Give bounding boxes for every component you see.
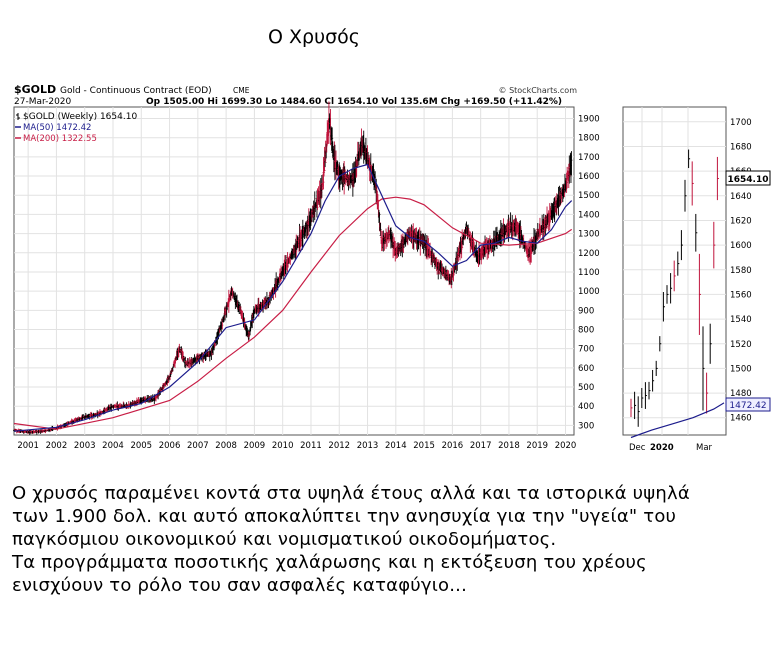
inset-ma50-line — [630, 402, 725, 439]
y-tick-label: 1400 — [578, 210, 600, 220]
inset-y-axis: 1460 1480 1500 1520 1540 1560 1580 1600 1620 1640… — [730, 118, 752, 424]
inset-y-tick-label: 1620 — [730, 216, 752, 226]
commentary-paragraph: Ο χρυσός παραμένει κοντά στα υψηλά έτους… — [12, 482, 772, 597]
inset-y-tick-label: 1680 — [730, 142, 752, 152]
chart-legend: $GOLD (Weekly) 1654.10 MA(50) 1472.42 MA… — [15, 112, 137, 144]
y-tick-label: 1800 — [578, 134, 600, 144]
x-tick-label: 2018 — [498, 441, 520, 451]
x-tick-label: 2003 — [74, 441, 96, 451]
chart-ohlc: Op 1505.00 Hi 1699.30 Lo 1484.60 Cl 1654… — [146, 97, 562, 107]
inset-xtick-mar: Mar — [696, 443, 713, 453]
inset-xtick-2020: 2020 — [650, 443, 674, 453]
main-y-axis: 300 400 500 600 700 800 900 1000 1100 1200 1300 140… — [578, 115, 600, 432]
paragraph-line: ενισχύουν το ρόλο του σαν ασφαλές καταφύ… — [12, 575, 467, 596]
x-tick-label: 2019 — [526, 441, 548, 451]
paragraph-line: Τα προγράμματα ποσοτικής χαλάρωσης και η… — [12, 552, 647, 573]
chart-date: 27-Mar-2020 — [14, 97, 72, 107]
x-tick-label: 2011 — [300, 441, 322, 451]
price-bars — [13, 101, 573, 435]
legend-price: $GOLD (Weekly) 1654.10 — [23, 112, 137, 122]
legend-ma50: MA(50) 1472.42 — [23, 123, 91, 133]
inset-y-tick-label: 1560 — [730, 290, 752, 300]
main-gridlines — [14, 107, 574, 435]
legend-ma200: MA(200) 1322.55 — [23, 134, 97, 144]
inset-gridlines — [623, 107, 726, 435]
inset-xtick-dec: Dec — [629, 443, 646, 453]
y-tick-label: 1100 — [578, 268, 600, 278]
inset-y-tick-label: 1500 — [730, 364, 752, 374]
inset-price-bars — [630, 149, 719, 427]
inset-y-tick-label: 1700 — [730, 118, 752, 128]
x-tick-label: 2006 — [159, 441, 181, 451]
y-tick-label: 700 — [578, 345, 594, 355]
gold-chart: $GOLD Gold - Continuous Contract (EOD) C… — [12, 80, 772, 464]
last-price-box — [725, 170, 771, 186]
x-tick-label: 2014 — [385, 441, 407, 451]
y-tick-label: 1300 — [578, 230, 600, 240]
inset-plot-area: 1460 1480 1500 1520 1540 1560 1580 1600 1620 1640… — [622, 106, 771, 453]
inset-y-tick-label: 1460 — [730, 414, 752, 424]
y-tick-label: 1700 — [578, 153, 600, 163]
y-tick-label: 300 — [578, 421, 594, 431]
inset-y-tick-label: 1540 — [730, 315, 752, 325]
inset-x-axis: Dec 2020 Mar — [629, 443, 713, 453]
last-price-tag: 1654.10 — [725, 170, 771, 186]
inset-y-tick-label: 1480 — [730, 389, 752, 399]
main-plot-area: 300 400 500 600 700 800 900 1000 1100 1200 1300 140… — [13, 101, 600, 451]
y-tick-label: 800 — [578, 326, 594, 336]
paragraph-line: των 1.900 δολ. και αυτό αποκαλύπτει την … — [12, 506, 677, 527]
ma50-tag-box — [725, 397, 771, 412]
x-tick-label: 2007 — [187, 441, 209, 451]
x-tick-label: 2012 — [328, 441, 350, 451]
y-tick-label: 900 — [578, 306, 594, 316]
y-tick-label: 600 — [578, 364, 594, 374]
x-tick-label: 2013 — [357, 441, 379, 451]
y-tick-label: 400 — [578, 402, 594, 412]
chart-exchange: CME — [233, 86, 250, 95]
main-plot-frame — [13, 106, 575, 436]
y-tick-label: 1000 — [578, 287, 600, 297]
ma50-price-tag: 1472.42 — [725, 397, 771, 412]
y-tick-label: 1600 — [578, 172, 600, 182]
y-tick-label: 1900 — [578, 115, 600, 125]
chart-name: Gold - Continuous Contract (EOD) — [60, 86, 212, 96]
x-tick-label: 2009 — [244, 441, 266, 451]
x-tick-label: 2020 — [555, 441, 577, 451]
chart-svg: $GOLD Gold - Continuous Contract (EOD) C… — [13, 83, 771, 453]
x-tick-label: 2004 — [102, 441, 124, 451]
paragraph-line: παγκόσμιου οικονομικού και νομισματικού … — [12, 529, 557, 550]
y-tick-label: 1500 — [578, 191, 600, 201]
inset-y-tick-label: 1600 — [730, 241, 752, 251]
x-tick-label: 2008 — [215, 441, 237, 451]
y-tick-label: 1200 — [578, 249, 600, 259]
inset-y-tick-label: 1520 — [730, 340, 752, 350]
x-tick-label: 2005 — [130, 441, 152, 451]
x-tick-label: 2015 — [413, 441, 435, 451]
chart-symbol: $GOLD — [14, 83, 56, 96]
x-tick-label: 2002 — [46, 441, 68, 451]
inset-y-tick-label: 1640 — [730, 192, 752, 202]
ma200-line — [13, 196, 573, 430]
inset-y-tick-label: 1580 — [730, 266, 752, 276]
x-tick-label: 2016 — [442, 441, 464, 451]
last-price-label: 1654.10 — [728, 175, 769, 185]
y-tick-label: 500 — [578, 383, 594, 393]
x-tick-label: 2010 — [272, 441, 294, 451]
chart-source: © StockCharts.com — [499, 86, 578, 95]
main-x-axis: 2001 2002 2003 2004 2005 2006 2007 2008 2009 2010… — [17, 441, 576, 451]
paragraph-line: Ο χρυσός παραμένει κοντά στα υψηλά έτους… — [12, 483, 690, 504]
page-title: Ο Χρυσός — [268, 26, 360, 48]
x-tick-label: 2001 — [17, 441, 39, 451]
ma50-tag-label: 1472.42 — [729, 401, 766, 411]
x-tick-label: 2017 — [470, 441, 492, 451]
ma50-line — [13, 163, 573, 432]
